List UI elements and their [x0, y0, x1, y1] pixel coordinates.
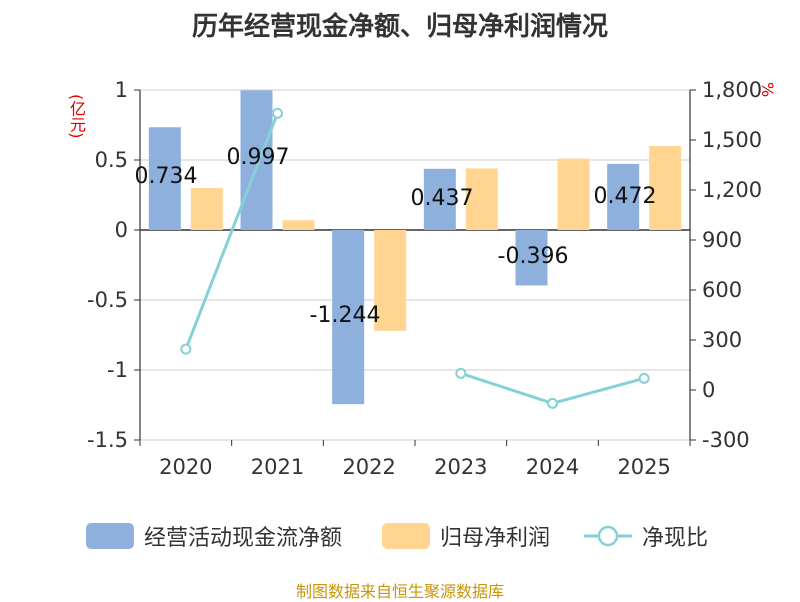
y-left-tick-label: 0.5 [95, 148, 128, 172]
x-tick-label: 2021 [251, 455, 304, 479]
point-cash-ratio [272, 107, 283, 119]
bar-cashflow [148, 127, 181, 230]
left-axis-unit: (亿元) [67, 94, 86, 139]
bar-net-profit [649, 146, 682, 230]
y-left-tick-label: 1 [115, 78, 128, 102]
y-right-tick-label: -300 [702, 428, 750, 452]
y-right-tick-label: 1,800 [702, 78, 762, 102]
bar-cashflow [515, 230, 548, 286]
bar-net-profit [282, 220, 315, 230]
point-cash-ratio [547, 397, 558, 409]
bar-cashflow [423, 168, 456, 230]
x-tick-label: 2020 [159, 455, 212, 479]
data-label-cashflow: 0.472 [594, 184, 657, 209]
x-tick-label: 2025 [617, 455, 670, 479]
bar-net-profit [465, 168, 498, 230]
chart-legend: 经营活动现金流净额 归母净利润 净现比 [0, 516, 800, 556]
y-right-tick-label: 300 [702, 328, 742, 352]
legend-item-net-profit[interactable]: 归母净利润 [382, 516, 550, 556]
data-label-cashflow: -1.244 [310, 303, 381, 328]
y-right-tick-label: 1,200 [702, 178, 762, 202]
y-right-tick-label: 0 [702, 378, 715, 402]
bar-net-profit [190, 188, 223, 230]
y-right-tick-label: 600 [702, 278, 742, 302]
x-tick-label: 2024 [526, 455, 579, 479]
data-label-cashflow: 0.734 [135, 164, 198, 189]
y-right-tick-label: 900 [702, 228, 742, 252]
bar-cashflow [607, 163, 640, 230]
legend-item-cash-ratio[interactable]: 净现比 [584, 516, 708, 556]
line-cash-ratio [184, 112, 279, 350]
legend-label-cash-ratio: 净现比 [642, 526, 709, 551]
bar-net-profit [557, 158, 590, 230]
y-right-tick-label: 1,500 [702, 128, 762, 152]
right-axis-unit: % [758, 82, 777, 98]
chart-title: 历年经营现金净额、归母净利润情况 [191, 12, 608, 42]
legend-swatch-cashflow [86, 523, 134, 549]
point-cash-ratio [455, 367, 467, 379]
legend-line-marker-icon [584, 525, 632, 547]
legend-label-cashflow: 经营活动现金流净额 [144, 526, 343, 551]
legend-swatch-net-profit [382, 523, 430, 549]
y-left-tick-label: -1 [107, 358, 128, 382]
y-left-tick-label: -0.5 [87, 288, 128, 312]
point-cash-ratio [638, 372, 650, 384]
x-tick-label: 2022 [342, 455, 395, 479]
legend-item-cashflow[interactable]: 经营活动现金流净额 [86, 516, 342, 556]
data-source-note: 制图数据来自恒生聚源数据库 [295, 582, 504, 601]
y-left-tick-label: -1.5 [87, 428, 128, 452]
x-tick-label: 2023 [434, 455, 487, 479]
y-left-tick-label: 0 [115, 218, 128, 242]
data-label-cashflow: 0.437 [411, 186, 474, 211]
legend-label-net-profit: 归母净利润 [440, 526, 551, 551]
bar-cashflow [332, 230, 365, 405]
data-label-cashflow: -0.396 [498, 244, 569, 269]
bar-net-profit [374, 230, 407, 331]
bar-cashflow [240, 90, 273, 230]
data-label-cashflow: 0.997 [227, 145, 290, 170]
point-cash-ratio [180, 343, 192, 355]
